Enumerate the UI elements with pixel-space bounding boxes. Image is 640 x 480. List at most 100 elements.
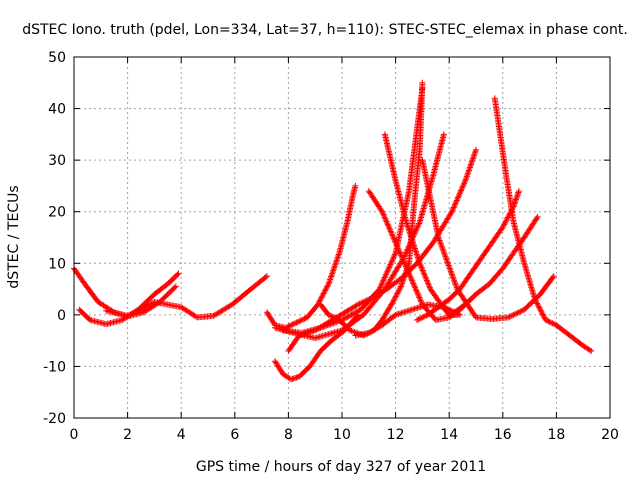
- data-point: [450, 204, 457, 211]
- data-point: [464, 171, 471, 178]
- data-point: [382, 271, 389, 278]
- y-tick-label: 30: [48, 153, 66, 169]
- series-16: [352, 301, 463, 339]
- data-point: [465, 167, 472, 174]
- data-point: [325, 311, 332, 318]
- data-point: [440, 131, 447, 138]
- data-point: [467, 161, 474, 168]
- data-point: [324, 282, 331, 289]
- data-point: [289, 321, 296, 328]
- data-point: [441, 250, 448, 257]
- data-point: [451, 309, 458, 316]
- data-point: [442, 253, 449, 260]
- data-point: [416, 315, 423, 322]
- data-point: [390, 234, 397, 241]
- data-point: [388, 258, 395, 265]
- data-point: [414, 317, 421, 324]
- data-point: [451, 201, 458, 208]
- data-point: [395, 245, 402, 252]
- data-point: [511, 311, 518, 318]
- data-point: [378, 281, 385, 288]
- data-point: [450, 205, 457, 212]
- data-point: [387, 261, 394, 268]
- x-tick-label: 18: [547, 427, 565, 443]
- data-point: [347, 312, 354, 319]
- chart-title: dSTEC Iono. truth (pdel, Lon=334, Lat=37…: [22, 22, 628, 38]
- data-point: [536, 304, 543, 311]
- data-point: [470, 152, 477, 159]
- data-point: [133, 308, 140, 315]
- data-point: [536, 306, 543, 313]
- data-point: [411, 283, 418, 290]
- data-point: [390, 254, 397, 261]
- data-point: [329, 270, 336, 277]
- data-point: [454, 194, 461, 201]
- data-point: [390, 235, 397, 242]
- data-point: [415, 316, 422, 323]
- data-point: [422, 313, 429, 320]
- data-point: [389, 232, 396, 239]
- data-point: [399, 279, 406, 286]
- data-point: [419, 314, 426, 321]
- data-point: [412, 284, 419, 291]
- data-point: [549, 274, 556, 281]
- data-point: [301, 315, 308, 322]
- data-point: [392, 294, 399, 301]
- data-point: [356, 300, 363, 307]
- data-point: [331, 264, 338, 271]
- data-point: [438, 243, 445, 250]
- data-point: [142, 303, 149, 310]
- y-tick-label: 20: [48, 205, 66, 221]
- data-point: [172, 283, 179, 290]
- data-point: [453, 284, 460, 291]
- data-point: [550, 273, 557, 280]
- data-point: [460, 181, 467, 188]
- data-point: [330, 314, 337, 321]
- data-point: [401, 259, 408, 266]
- data-point: [446, 306, 453, 313]
- data-point: [147, 301, 154, 308]
- data-point: [384, 219, 391, 226]
- data-point: [318, 294, 325, 301]
- data-point: [549, 320, 556, 327]
- data-point: [545, 318, 552, 325]
- data-point: [409, 279, 416, 286]
- data-point: [140, 304, 147, 311]
- data-point: [328, 313, 335, 320]
- data-point: [321, 289, 328, 296]
- data-point: [387, 226, 394, 233]
- data-point: [386, 262, 393, 269]
- data-point: [383, 270, 390, 277]
- data-point: [126, 312, 133, 319]
- data-point: [435, 234, 442, 241]
- data-point: [436, 235, 443, 242]
- data-point: [297, 317, 304, 324]
- data-point: [420, 268, 427, 275]
- data-point: [468, 160, 475, 167]
- data-point: [459, 184, 466, 191]
- data-point: [507, 313, 514, 320]
- data-point: [465, 168, 472, 175]
- data-point: [444, 258, 451, 265]
- x-tick-label: 10: [333, 427, 351, 443]
- data-point: [381, 214, 388, 221]
- data-point: [450, 275, 457, 282]
- x-tick-label: 6: [230, 427, 239, 443]
- data-point: [316, 298, 323, 305]
- data-point: [426, 284, 433, 291]
- data-point: [294, 318, 301, 325]
- data-point: [355, 301, 362, 308]
- data-point: [324, 322, 331, 329]
- data-point: [447, 266, 454, 273]
- data-point: [380, 277, 387, 284]
- data-point: [455, 193, 462, 200]
- data-point: [439, 246, 446, 253]
- data-point: [341, 315, 348, 322]
- data-point: [534, 213, 541, 220]
- data-point: [351, 329, 358, 336]
- data-point: [382, 217, 389, 224]
- data-point: [386, 264, 393, 271]
- data-point: [540, 312, 547, 319]
- data-point: [382, 215, 389, 222]
